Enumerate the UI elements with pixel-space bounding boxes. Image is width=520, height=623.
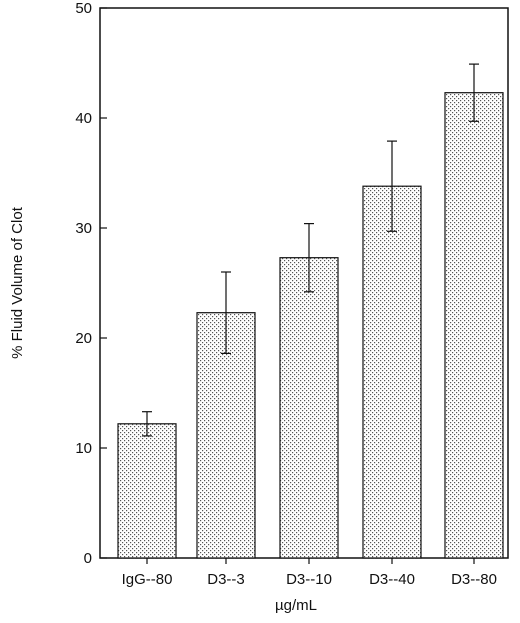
y-tick-label: 20	[75, 330, 92, 347]
x-tick-label: D3--10	[286, 571, 332, 588]
bars	[117, 63, 504, 559]
y-axis: 0 10 20 30 40 50	[75, 0, 107, 567]
y-tick-label: 30	[75, 220, 92, 237]
bar	[279, 257, 339, 559]
x-axis: IgG--80 D3--3 D3--10 D3--40 D3--80	[122, 558, 497, 588]
y-tick-label: 10	[75, 440, 92, 457]
x-tick-label: D3--80	[451, 571, 497, 588]
bar	[444, 92, 504, 559]
y-axis-title: % Fluid Volume of Clot	[9, 206, 26, 359]
x-tick-label: IgG--80	[122, 571, 173, 588]
bar	[117, 423, 177, 559]
y-tick-label: 40	[75, 110, 92, 127]
x-tick-label: D3--40	[369, 571, 415, 588]
bar	[362, 185, 422, 559]
x-axis-title: µg/mL	[275, 597, 317, 614]
x-tick-label: D3--3	[207, 571, 245, 588]
y-tick-label: 0	[84, 550, 92, 567]
y-tick-label: 50	[75, 0, 92, 17]
